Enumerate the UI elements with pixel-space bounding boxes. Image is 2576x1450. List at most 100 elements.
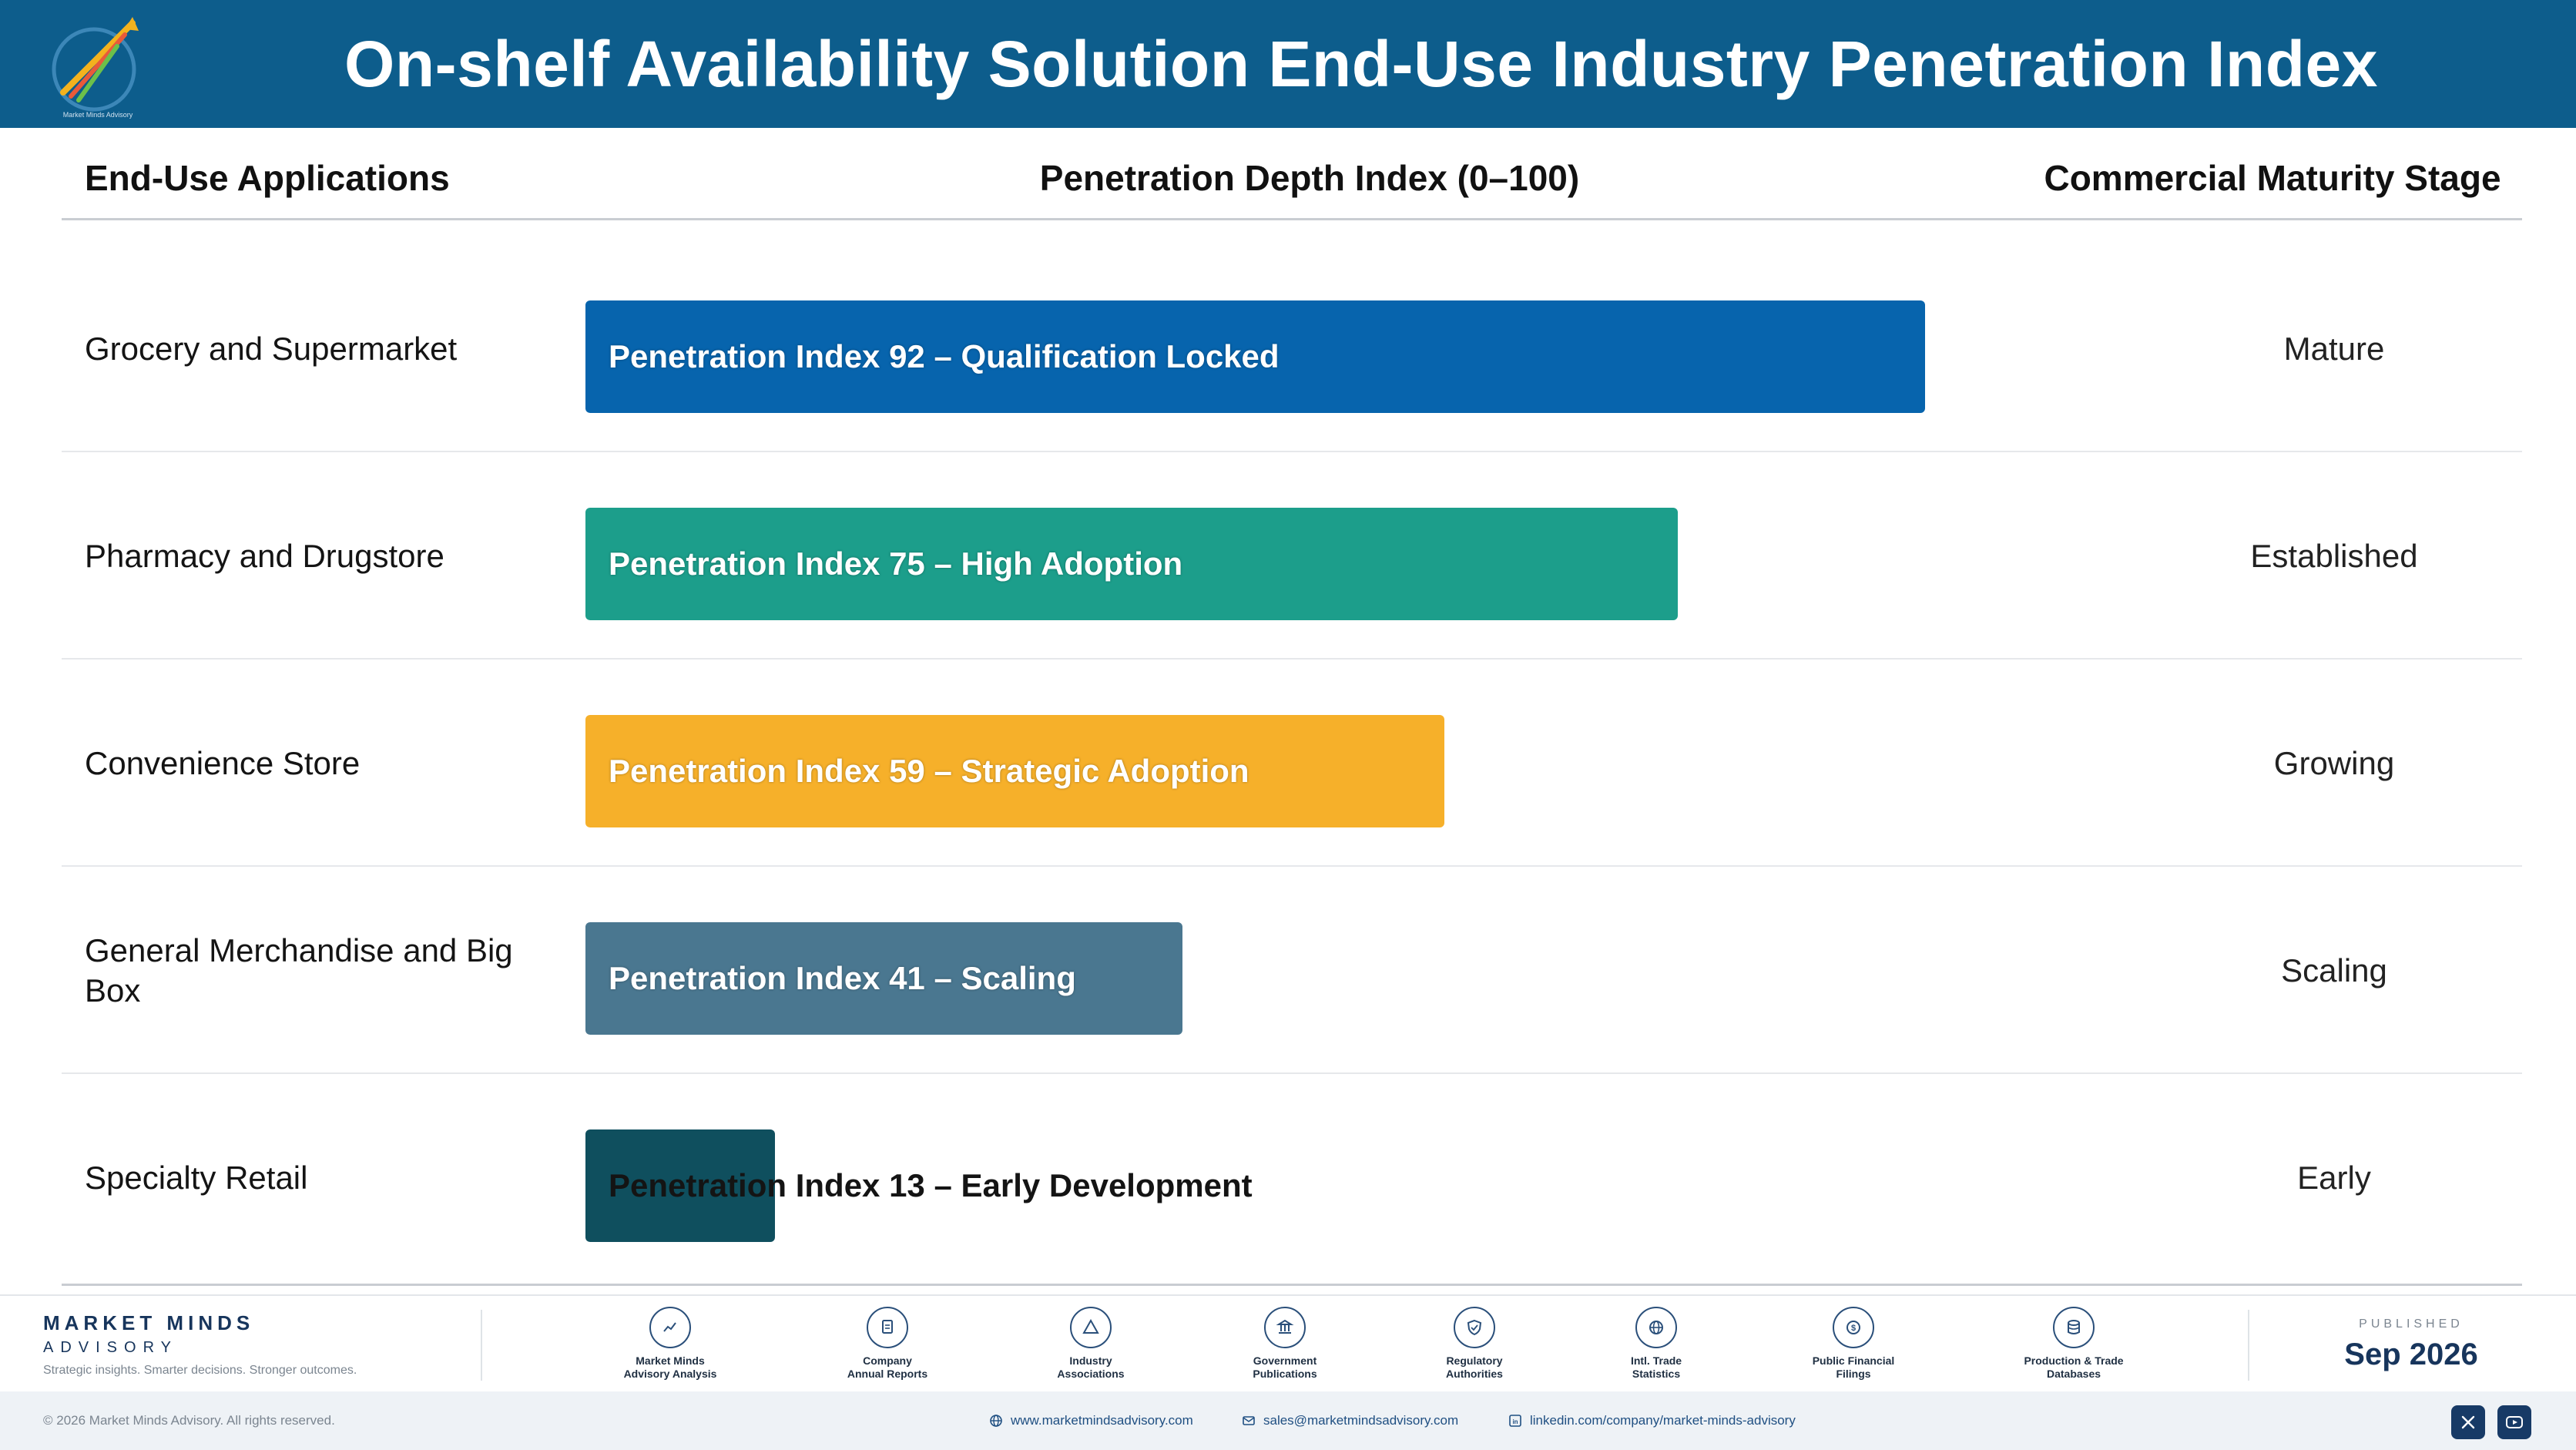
maturity-stage: Early (2297, 1159, 2371, 1196)
market-minds-logo: Market Minds Advisory (52, 17, 139, 119)
source-label-line: Filings (1836, 1368, 1871, 1380)
source-item: Industry Associations (1014, 1307, 1168, 1381)
source-label: Market Minds Advisory Analysis (593, 1354, 747, 1381)
svg-text:Market Minds Advisory: Market Minds Advisory (63, 111, 133, 119)
header-divider (62, 218, 2522, 220)
row-divider (62, 865, 2522, 867)
bar-label: Penetration Index 41 – Scaling (609, 960, 1076, 996)
brand-subtitle: ADVISORY (43, 1339, 178, 1356)
source-item: Market Minds Advisory Analysis (593, 1307, 747, 1381)
source-label-line: Company (863, 1354, 912, 1367)
source-label: Public Financial Filings (1776, 1354, 1930, 1381)
svg-text:in: in (1512, 1418, 1518, 1425)
source-label: Regulatory Authorities (1397, 1354, 1551, 1381)
source-label: Intl. Trade Statistics (1579, 1354, 1733, 1381)
chart-row: Pharmacy and Drugstore Penetration Index … (62, 452, 2522, 660)
source-label-line: Authorities (1446, 1368, 1503, 1380)
bar-label: Penetration Index 92 – Qualification Loc… (609, 338, 1280, 374)
penetration-bar (585, 1129, 775, 1242)
page-title: On-shelf Availability Solution End-Use I… (344, 28, 2378, 100)
chart-row: General Merchandise and Big Box Penetrati… (62, 867, 2522, 1074)
mail-icon (1243, 1416, 1255, 1425)
source-label-line: Advisory Analysis (623, 1368, 717, 1380)
penetration-bar (585, 508, 1678, 620)
column-header-stage: Commercial Maturity Stage (2044, 158, 2501, 198)
source-item: Regulatory Authorities (1397, 1307, 1551, 1381)
category-label: General Merchandise and Big Box (85, 931, 513, 1009)
category-label: Specialty Retail (85, 1159, 308, 1196)
bar-label: Penetration Index 13 – Early Development (609, 1167, 1253, 1203)
row-divider (62, 451, 2522, 452)
footer-separator (2248, 1310, 2249, 1381)
source-label-line: Industry (1069, 1354, 1112, 1367)
bar-label: Penetration Index 75 – High Adoption (609, 545, 1183, 582)
chart-row: Grocery and Supermarket Penetration Index… (62, 245, 2522, 452)
source-item: Intl. Trade Statistics (1579, 1307, 1733, 1381)
source-label: Production & Trade Databases (1997, 1354, 2151, 1381)
column-header-depth: Penetration Depth Index (0–100) (1039, 158, 1580, 198)
row-divider (62, 658, 2522, 660)
maturity-stage: Scaling (2281, 952, 2387, 988)
document-icon (867, 1307, 908, 1348)
source-label-line: Associations (1057, 1368, 1125, 1380)
source-label: Company Annual Reports (810, 1354, 964, 1381)
email-text: sales@marketmindsadvisory.com (1263, 1413, 1459, 1428)
source-label-line: Intl. Trade (1630, 1354, 1682, 1367)
footer: MARKET MINDS ADVISORY Strategic insights… (0, 1294, 2576, 1390)
penetration-bar (585, 715, 1444, 827)
source-item: Production & Trade Databases (1997, 1307, 2151, 1381)
linkedin-icon: in (1509, 1415, 1521, 1427)
source-label-line: Market Minds (636, 1354, 705, 1367)
bar-label: Penetration Index 59 – Strategic Adoptio… (609, 753, 1249, 789)
email-link[interactable]: sales@marketmindsadvisory.com (1242, 1391, 1458, 1450)
copyright: © 2026 Market Minds Advisory. All rights… (43, 1413, 335, 1428)
network-icon (1070, 1307, 1112, 1348)
footer-separator (481, 1310, 482, 1381)
maturity-stage: Established (2250, 537, 2418, 574)
chart-row: Specialty Retail Penetration Index 13 – E… (62, 1074, 2522, 1281)
source-label-line: Publications (1253, 1368, 1317, 1380)
x-icon[interactable] (2451, 1405, 2485, 1439)
published-date: Sep 2026 (2344, 1338, 2478, 1371)
source-label-line: Databases (2046, 1368, 2101, 1380)
youtube-icon[interactable] (2497, 1405, 2531, 1439)
maturity-stage: Mature (2283, 330, 2385, 367)
source-label: Government Publications (1208, 1354, 1362, 1381)
linkedin-text: linkedin.com/company/market-minds-adviso… (1530, 1413, 1796, 1428)
trend-chart-icon (649, 1307, 691, 1348)
svg-text:$: $ (1851, 1324, 1856, 1333)
linkedin-link[interactable]: in linkedin.com/company/market-minds-adv… (1508, 1391, 1796, 1450)
row-divider (62, 1072, 2522, 1074)
subfooter: © 2026 Market Minds Advisory. All rights… (0, 1391, 2576, 1450)
website-text: www.marketmindsadvisory.com (1011, 1413, 1193, 1428)
government-building-icon (1264, 1307, 1306, 1348)
source-label-line: Public Financial (1812, 1354, 1895, 1367)
source-item: $ Public Financial Filings (1776, 1307, 1930, 1381)
category-label: Grocery and Supermarket (85, 330, 458, 367)
source-label: Industry Associations (1014, 1354, 1168, 1381)
category-label: Pharmacy and Drugstore (85, 537, 444, 574)
shield-check-icon (1454, 1307, 1495, 1348)
category-label: Convenience Store (85, 744, 361, 781)
brand-tagline: Strategic insights. Smarter decisions. S… (43, 1364, 357, 1377)
penetration-bar (585, 300, 1925, 413)
source-item: Government Publications (1208, 1307, 1362, 1381)
database-icon (2053, 1307, 2095, 1348)
source-label-line: Government (1253, 1354, 1317, 1367)
chart-bottom-divider (62, 1284, 2522, 1286)
source-label-line: Statistics (1632, 1368, 1681, 1380)
penetration-bar (585, 922, 1182, 1035)
globe-icon (990, 1415, 1002, 1427)
globe-icon (1635, 1307, 1677, 1348)
header-banner: Market Minds Advisory On-shelf Availabil… (0, 0, 2576, 128)
website-link[interactable]: www.marketmindsadvisory.com (989, 1391, 1193, 1450)
source-label-line: Annual Reports (847, 1368, 928, 1380)
currency-icon: $ (1833, 1307, 1874, 1348)
column-header-applications: End-Use Applications (85, 158, 450, 198)
source-label-line: Production & Trade (2024, 1354, 2124, 1367)
brand-name: MARKET MINDS (43, 1311, 255, 1334)
chart-row: Convenience Store Penetration Index 59 – … (62, 660, 2522, 867)
maturity-stage: Growing (2273, 744, 2395, 781)
published-label: PUBLISHED (2359, 1317, 2464, 1331)
source-label-line: Regulatory (1446, 1354, 1503, 1367)
